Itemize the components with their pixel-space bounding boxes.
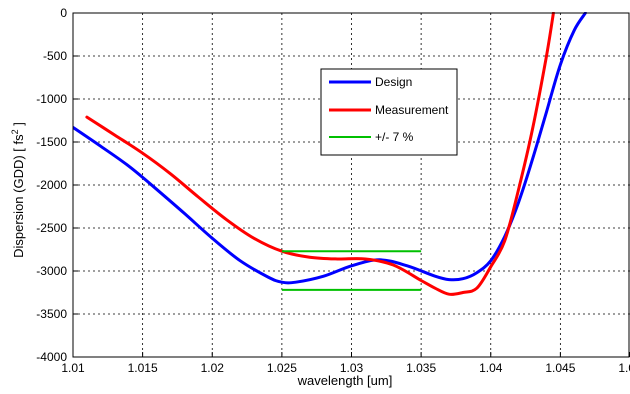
series-line-measurement <box>85 12 555 296</box>
y-tick-label: -1000 <box>36 92 67 106</box>
grid-lines <box>73 13 630 357</box>
x-tick-label: 1.05 <box>618 361 630 375</box>
y-tick-label: -500 <box>43 49 67 63</box>
y-axis-label: Dispersion (GDD) [ fs2 ] <box>10 122 26 258</box>
x-tick-label: 1.045 <box>545 361 575 375</box>
legend-label-measurement: Measurement <box>375 103 449 117</box>
x-tick-label: 1.01 <box>61 361 85 375</box>
axis-ticks: 1.01 1.015 1.02 1.025 1.03 1.035 1.04 1.045 1.05… <box>36 6 630 375</box>
y-tick-label: -2500 <box>36 221 67 235</box>
y-tick-label: -2000 <box>36 178 67 192</box>
y-tick-label: 0 <box>60 6 67 20</box>
x-tick-label: 1.02 <box>201 361 225 375</box>
x-tick-label: 1.015 <box>128 361 158 375</box>
y-tick-label: -3000 <box>36 264 67 278</box>
data-lines <box>73 12 587 296</box>
legend-label-tolerance: +/- 7 % <box>375 130 414 144</box>
legend: Design Measurement +/- 7 % <box>320 68 458 156</box>
legend-label-design: Design <box>375 75 412 89</box>
y-tick-label: -1500 <box>36 135 67 149</box>
x-tick-label: 1.025 <box>267 361 297 375</box>
x-tick-label: 1.04 <box>479 361 503 375</box>
x-tick-label: 1.035 <box>406 361 436 375</box>
x-axis-label: wavelength [um] <box>297 373 393 388</box>
y-tick-label: -3500 <box>36 307 67 321</box>
x-tick-label: 1.03 <box>340 361 364 375</box>
y-tick-label: -4000 <box>36 350 67 364</box>
series-line-design <box>73 12 587 285</box>
